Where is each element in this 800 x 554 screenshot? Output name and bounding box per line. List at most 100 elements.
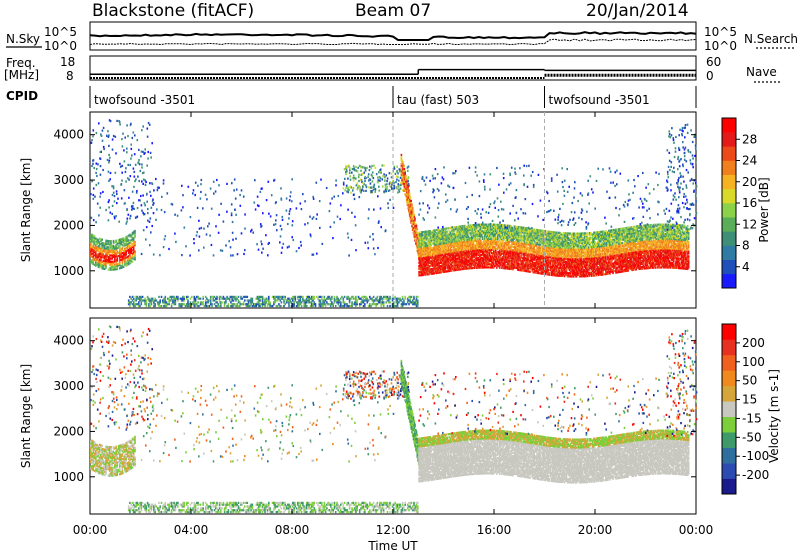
power-cell (520, 254, 522, 258)
power-cell (441, 248, 444, 251)
power-cell (485, 256, 488, 259)
power-cell (408, 201, 410, 205)
power-cell (466, 243, 469, 246)
power-cell (437, 249, 439, 252)
power-cell (378, 220, 380, 223)
power-cell (259, 299, 261, 302)
power-cell (482, 233, 485, 236)
power-cell (422, 234, 424, 237)
power-cell (385, 297, 387, 300)
power-cell (503, 267, 505, 270)
power-cell (355, 297, 357, 300)
power-cell (526, 247, 528, 251)
power-cell (419, 263, 421, 266)
power-cell (430, 268, 432, 271)
power-cell (438, 241, 440, 244)
power-cell (112, 247, 115, 250)
power-cell (452, 269, 455, 272)
power-cell (502, 243, 504, 246)
power-cell (487, 239, 490, 242)
power-cell (438, 269, 440, 273)
power-cell (444, 269, 447, 272)
power-cell (504, 227, 506, 230)
power-cell (502, 227, 504, 230)
power-cell (225, 244, 227, 247)
power-cell (479, 233, 482, 236)
power-cell (377, 179, 380, 182)
power-cell (259, 304, 261, 308)
power-cell (98, 259, 101, 263)
power-cell (117, 240, 120, 243)
power-cell (96, 257, 98, 260)
power-cell (512, 258, 514, 261)
power-cell (270, 304, 273, 308)
power-cell (147, 157, 149, 160)
power-cell (411, 219, 413, 222)
power-cell (192, 189, 195, 192)
power-cell (426, 262, 428, 265)
power-cell (117, 239, 120, 242)
power-cell (142, 150, 144, 153)
power-cell (185, 297, 188, 300)
power-cell (409, 196, 412, 199)
power-cell (298, 246, 300, 250)
power-cell (100, 243, 102, 246)
power-cell (514, 244, 516, 247)
power-cell (443, 262, 446, 265)
power-cell (114, 257, 116, 260)
power-cell (407, 187, 409, 190)
power-cell (466, 229, 469, 232)
power-cell (530, 235, 532, 239)
power-cell (512, 228, 514, 231)
power-cell (175, 297, 178, 300)
power-cell (220, 301, 222, 304)
power-cell (477, 249, 480, 252)
power-cell (349, 169, 351, 172)
power-cell (91, 247, 93, 251)
power-cell (454, 264, 457, 267)
power-cell (331, 301, 333, 304)
power-cell (492, 244, 494, 247)
power-cell (417, 237, 419, 240)
power-cell (134, 240, 136, 244)
power-cell (469, 244, 472, 248)
power-cell (291, 236, 293, 239)
power-cell (345, 186, 347, 189)
power-cell (131, 260, 134, 263)
power-cell (442, 248, 445, 251)
power-cell (405, 193, 408, 196)
power-cell (421, 253, 423, 256)
power-cell (408, 191, 410, 194)
power-cell (445, 270, 448, 273)
power-cell (504, 259, 506, 262)
power-cell (519, 267, 521, 270)
power-cell (347, 164, 350, 167)
power-cell (442, 242, 445, 245)
power-cell (129, 257, 131, 260)
power-cell (457, 255, 460, 258)
power-cell (436, 249, 438, 252)
power-cell (496, 260, 498, 263)
power-cell (129, 295, 131, 298)
power-cell (464, 240, 467, 243)
power-cell (483, 250, 486, 253)
power-cell (479, 250, 482, 253)
power-cell (126, 220, 128, 223)
power-cell (108, 263, 111, 266)
power-cell (353, 303, 356, 306)
power-cell (445, 241, 448, 244)
power-cell (193, 301, 196, 304)
power-cell (108, 161, 110, 164)
power-cell (470, 252, 473, 255)
power-cell (417, 303, 419, 306)
power-cell (280, 295, 283, 298)
power-cell (477, 234, 480, 237)
power-cell (266, 297, 269, 300)
power-cell (446, 260, 449, 263)
power-cell (153, 301, 155, 304)
power-cell (452, 259, 455, 262)
power-cell (351, 211, 353, 214)
power-cell (243, 252, 245, 256)
power-cell (482, 226, 485, 229)
power-cell (310, 303, 313, 306)
